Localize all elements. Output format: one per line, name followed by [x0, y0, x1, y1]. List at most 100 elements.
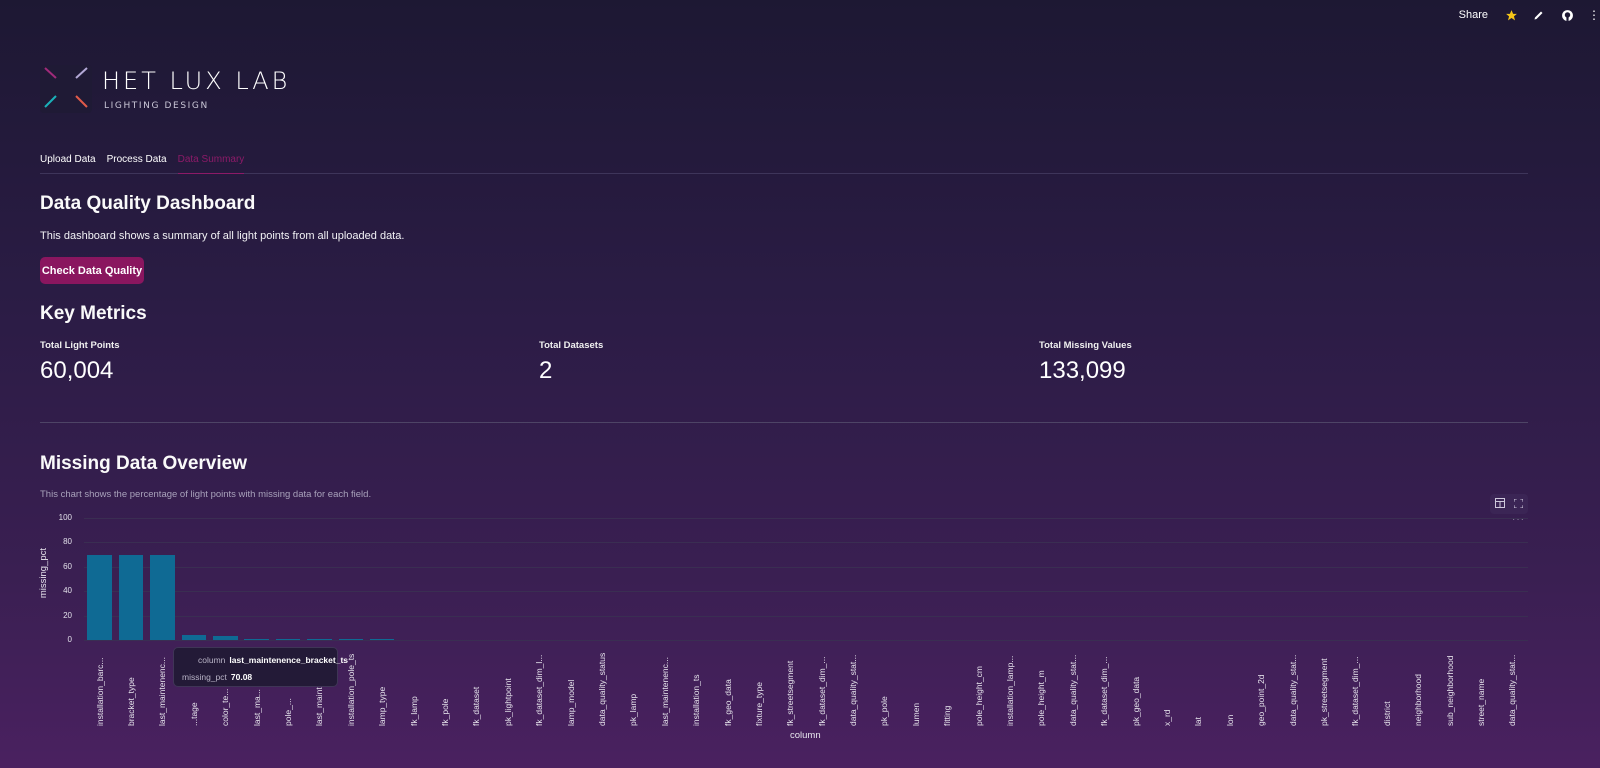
x-tick-label: fk_streetsegment — [785, 660, 796, 726]
x-tick-label: data_quality_stat... — [1067, 654, 1078, 726]
table-view-icon[interactable] — [1494, 495, 1505, 513]
more-vertical-icon[interactable]: ⋮ — [1588, 8, 1600, 22]
brand-subtitle: LIGHTING DESIGN — [104, 101, 209, 111]
bar[interactable] — [150, 554, 175, 640]
bar[interactable] — [118, 554, 144, 640]
brand-title: HET LUX LAB — [102, 67, 291, 95]
gridline — [84, 640, 1528, 641]
bar[interactable] — [307, 639, 332, 640]
missing-data-heading: Missing Data Overview — [40, 453, 247, 474]
x-tick-label: lumen — [910, 702, 921, 726]
chart-caption: This chart shows the percentage of light… — [40, 489, 372, 500]
tab-upload-data[interactable]: Upload Data — [40, 154, 96, 165]
plot-area — [84, 518, 1528, 640]
x-tick-label: last_maintenenc... — [659, 657, 670, 726]
x-tick-label: lamp_type — [377, 686, 388, 726]
x-tick-label: data_quality_stat... — [1507, 654, 1518, 726]
tooltip-key: column — [198, 655, 226, 665]
y-tick-label: 40 — [63, 586, 72, 596]
metric-value: 60,004 — [40, 357, 114, 384]
x-tick-label: data_quality_stat... — [1287, 654, 1298, 726]
x-tick-label: installation_ts — [691, 674, 702, 726]
x-tick-label: installation_lamp... — [1005, 655, 1016, 726]
bar[interactable] — [181, 634, 207, 640]
x-tick-label: fk_dataset_dim_... — [1350, 656, 1361, 726]
page-title: Data Quality Dashboard — [40, 193, 256, 214]
bar[interactable] — [213, 635, 238, 640]
bar[interactable] — [87, 554, 112, 640]
divider — [40, 422, 1528, 423]
x-tick-label: lat — [1193, 717, 1204, 726]
x-tick-label: street_name — [1475, 678, 1486, 726]
x-tick-label: data_quality_stat... — [848, 654, 859, 726]
brand-logo: HET LUX LAB LIGHTING DESIGN — [40, 65, 290, 113]
tab-data-summary[interactable]: Data Summary — [177, 152, 245, 174]
metric-total-light-points: Total Light Points 60,004 — [40, 340, 120, 385]
logo-mark-icon — [40, 65, 92, 113]
x-tick-label: pk_streetsegment — [1318, 658, 1329, 726]
metric-label: Total Light Points — [40, 340, 120, 351]
chart-more-icon[interactable]: ··· — [1512, 514, 1525, 525]
metric-value: 133,099 — [1039, 357, 1126, 384]
x-tick-label: data_quality_status — [596, 652, 607, 726]
page-description: This dashboard shows a summary of all li… — [40, 230, 405, 242]
metric-label: Total Missing Values — [1039, 340, 1132, 351]
y-tick-label: 0 — [67, 635, 72, 644]
tooltip-value: 70.08 — [230, 672, 253, 682]
x-tick-label: pk_lamp — [628, 693, 639, 726]
x-tick-label: fitting — [942, 705, 953, 726]
star-icon[interactable] — [1504, 8, 1518, 22]
x-tick-label: pole_height_cm — [973, 665, 984, 726]
bar[interactable] — [275, 639, 301, 640]
x-tick-label: fk_dataset_dim_... — [816, 656, 827, 726]
tooltip-value: last_maintenence_bracket_ts — [229, 655, 348, 665]
x-tick-label: lon — [1224, 714, 1235, 726]
x-tick-label: lamp_model — [565, 679, 576, 726]
y-tick-label: 80 — [63, 537, 72, 547]
edit-pencil-icon[interactable] — [1532, 8, 1546, 22]
x-tick-label: pk_geo_data — [1130, 676, 1141, 726]
check-data-quality-button[interactable]: Check Data Quality — [40, 257, 144, 284]
x-tick-label: fk_lamp — [408, 696, 419, 726]
x-tick-label: fk_dataset_dim_... — [1099, 656, 1110, 726]
x-tick-label: fk_pole — [440, 698, 450, 726]
tooltip-key: missing_pct — [182, 672, 227, 682]
gridline — [84, 518, 1528, 519]
chart-tooltip: column last_maintenence_bracket_ts missi… — [173, 647, 348, 687]
app-toolbar: Share ⋮ — [1459, 0, 1600, 30]
chart-toolbar — [1490, 494, 1528, 514]
share-button[interactable]: Share — [1458, 9, 1488, 21]
y-tick-label: 60 — [63, 561, 72, 571]
x-tick-label: fixture_type — [753, 682, 764, 726]
x-tick-label: district — [1381, 701, 1392, 726]
x-tick-label: last_maintenenc... — [157, 657, 168, 726]
tab-bar: Upload Data Process Data Data Summary — [40, 152, 1528, 174]
x-tick-label: installation_barc... — [94, 657, 105, 726]
github-icon[interactable] — [1560, 8, 1574, 22]
bar[interactable] — [338, 639, 364, 640]
bar[interactable] — [369, 639, 395, 640]
metric-value: 2 — [539, 357, 553, 384]
x-axis-title: column — [790, 730, 821, 741]
x-tick-label: fk_dataset — [471, 686, 482, 726]
y-tick-label: 20 — [63, 610, 72, 620]
x-tick-label: fk_dataset_dim_l... — [534, 654, 545, 726]
tab-process-data[interactable]: Process Data — [106, 154, 167, 165]
x-tick-label: x_rd — [1162, 709, 1172, 726]
x-tick-label: geo_point_2d — [1256, 674, 1267, 726]
x-tick-label: bracket_type — [126, 677, 137, 726]
x-tick-label: pk_lightpoint — [502, 678, 513, 726]
x-tick-label: neighborhood — [1413, 674, 1424, 726]
x-tick-label: sub_neighborhood — [1444, 655, 1455, 726]
x-tick-label: pk_pole — [879, 696, 890, 726]
metric-total-datasets: Total Datasets 2 — [539, 340, 603, 385]
gridline — [84, 542, 1528, 544]
metric-total-missing-values: Total Missing Values 133,099 — [1039, 340, 1132, 385]
bar[interactable] — [244, 638, 269, 640]
y-tick-label: 100 — [58, 513, 72, 522]
gridline — [84, 615, 1528, 617]
missing-data-bar-chart: missing_pct 0 20 40 60 80 100 installation_ba… — [36, 508, 1536, 748]
key-metrics-heading: Key Metrics — [40, 303, 147, 324]
gridline — [84, 591, 1528, 593]
x-tick-label: fk_geo_data — [722, 679, 733, 726]
